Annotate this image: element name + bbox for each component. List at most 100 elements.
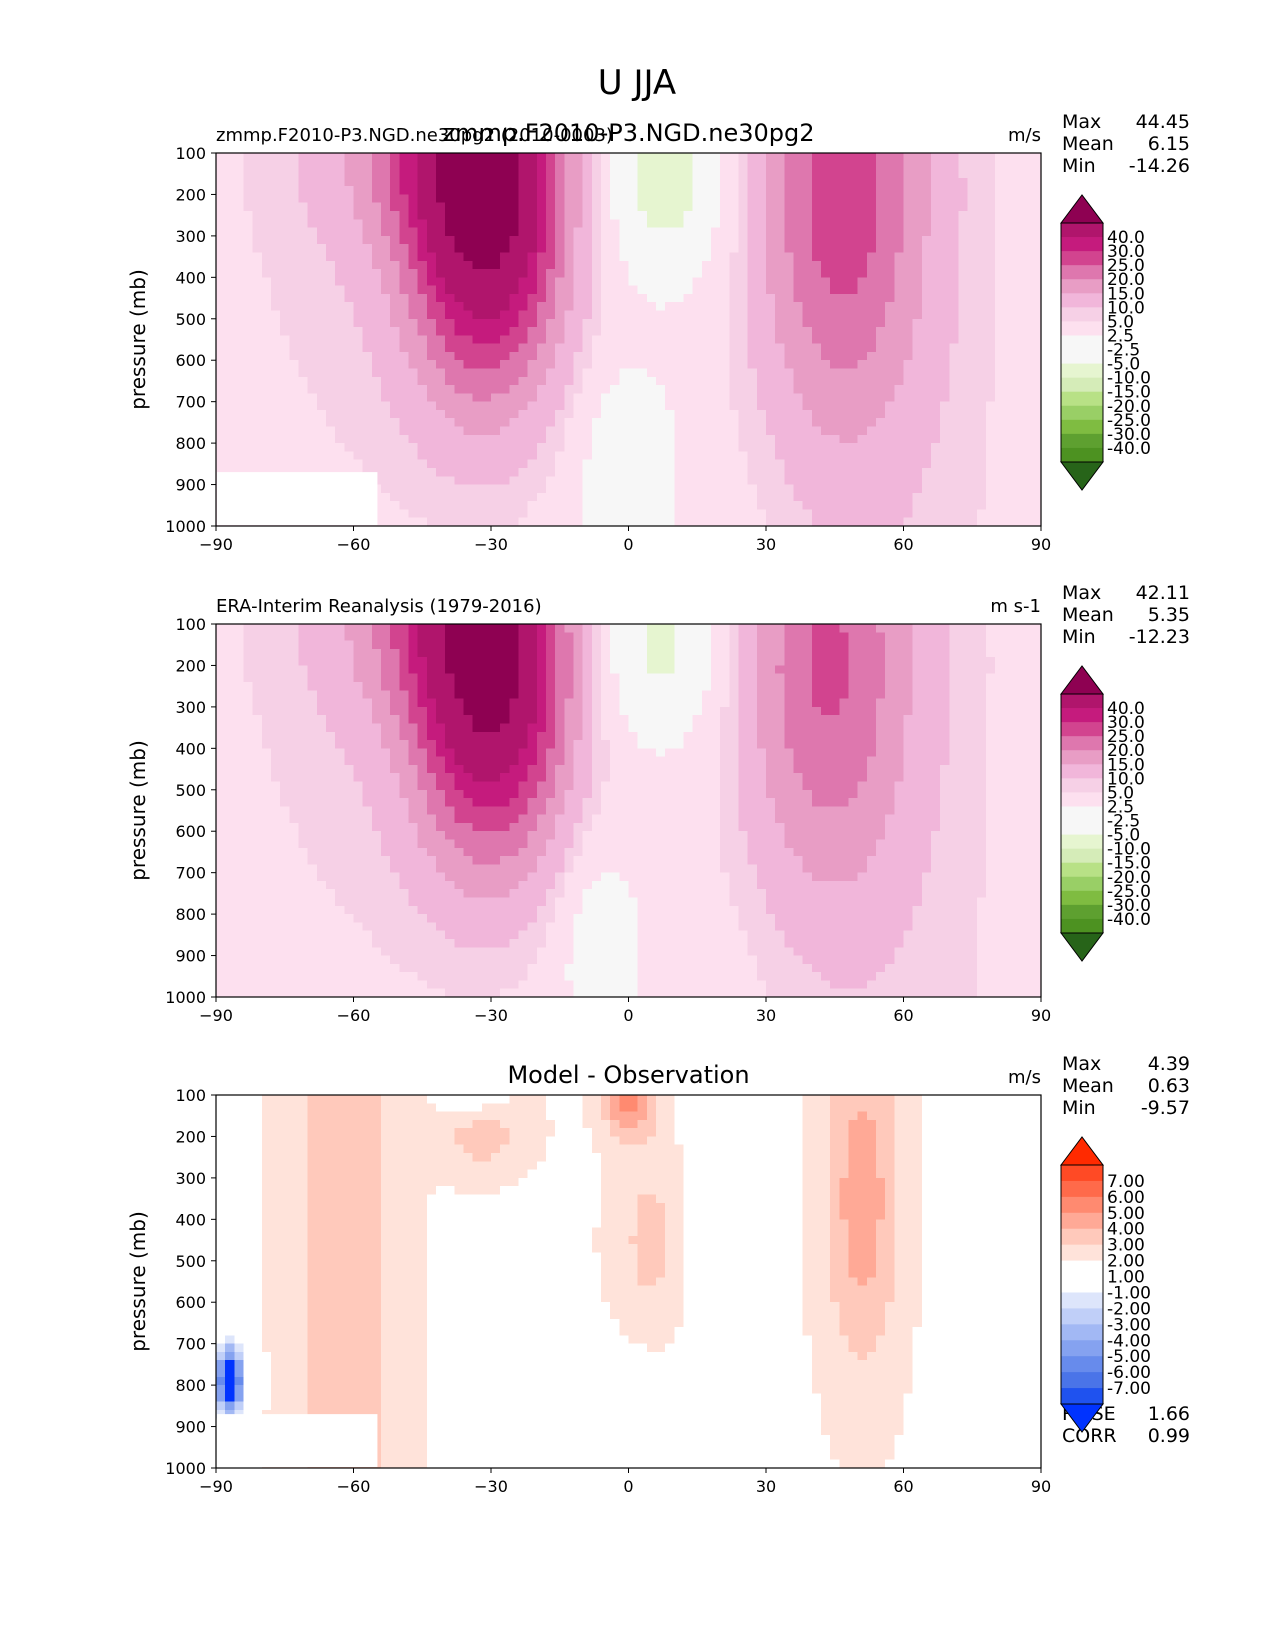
contour-cell: [949, 501, 960, 511]
contour-cell: [216, 293, 226, 303]
contour-cell: [252, 260, 263, 270]
contour-cell: [601, 186, 611, 196]
contour-cell: [784, 368, 795, 378]
contour-cell: [390, 302, 400, 312]
contour-cell: [280, 764, 290, 774]
contour-cell: [481, 161, 492, 171]
contour-cell: [885, 194, 895, 204]
contour-cell: [656, 492, 666, 502]
contour-cell: [738, 211, 749, 220]
contour-cell: [307, 980, 318, 990]
contour-cell: [426, 509, 437, 519]
contour-cell: [784, 252, 795, 262]
contour-cell: [518, 409, 529, 419]
contour-cell: [885, 467, 895, 477]
contour-cell: [646, 376, 657, 386]
contour-cell: [500, 161, 510, 171]
contour-cell: [408, 509, 419, 519]
y-tick-label: 100: [175, 144, 206, 163]
contour-cell: [747, 219, 758, 229]
contour-cell: [821, 227, 831, 237]
contour-cell: [527, 318, 538, 328]
contour-cell: [692, 351, 703, 361]
contour-cell: [894, 277, 905, 287]
contour-cell: [756, 186, 767, 196]
contour-cell: [362, 731, 373, 741]
contour-cell: [738, 260, 749, 270]
contour-cell: [344, 161, 355, 171]
contour-cell: [518, 194, 529, 204]
contour-cell: [674, 293, 685, 303]
contour-cell: [802, 252, 813, 262]
contour-cell: [316, 889, 327, 899]
contour-cell: [316, 302, 327, 312]
contour-cell: [610, 235, 620, 245]
contour-cell: [619, 418, 630, 428]
contour-cell: [775, 401, 785, 411]
contour-cell: [857, 409, 868, 419]
contour-cell: [252, 972, 263, 982]
contour-cell: [555, 244, 565, 254]
contour-cell: [591, 426, 602, 436]
contour-cell: [876, 211, 886, 220]
contour-cell: [234, 401, 245, 411]
contour-cell: [729, 426, 740, 436]
contour-cell: [591, 327, 602, 336]
contour-cell: [445, 443, 455, 452]
contour-cell: [729, 194, 740, 204]
contour-cell: [848, 467, 859, 477]
contour-cell: [582, 211, 593, 220]
contour-cell: [986, 244, 996, 254]
contour-cell: [811, 376, 822, 386]
contour-cell: [344, 194, 355, 204]
contour-cell: [628, 211, 639, 220]
contour-cell: [921, 219, 932, 229]
contour-cell: [701, 252, 712, 262]
contour-cell: [674, 451, 685, 461]
contour-cell: [839, 227, 850, 237]
contour-cell: [472, 277, 483, 287]
contour-cell: [252, 831, 263, 841]
contour-cell: [298, 252, 309, 262]
contour-cell: [426, 451, 437, 461]
contour-cell: [646, 451, 657, 461]
contour-cell: [1031, 252, 1042, 262]
contour-cell: [756, 219, 767, 229]
contour-cell: [399, 418, 410, 428]
contour-cell: [940, 161, 950, 171]
contour-cell: [573, 310, 584, 320]
contour-cell: [216, 781, 226, 791]
contour-cell: [601, 459, 611, 469]
contour-cell: [756, 360, 767, 370]
contour-cell: [289, 153, 300, 162]
contour-cell: [353, 401, 364, 411]
contour-cell: [436, 302, 446, 312]
contour-cell: [298, 847, 309, 857]
contour-cell: [546, 451, 556, 461]
contour-cell: [307, 194, 318, 204]
contour-cell: [307, 368, 318, 378]
contour-cell: [271, 343, 281, 353]
contour-cell: [876, 177, 886, 187]
contour-cell: [500, 219, 510, 229]
contour-cell: [711, 269, 721, 278]
contour-cell: [866, 235, 877, 245]
contour-cell: [848, 451, 859, 461]
contour-cell: [518, 434, 529, 444]
contour-cell: [692, 443, 703, 452]
contour-cell: [298, 963, 309, 973]
contour-cell: [1013, 467, 1024, 477]
contour-cell: [280, 723, 290, 733]
contour-cell: [280, 972, 290, 982]
contour-cell: [665, 517, 675, 527]
contour-cell: [298, 426, 309, 436]
contour-cell: [353, 657, 364, 667]
contour-cell: [353, 814, 364, 824]
contour-cell: [912, 318, 923, 328]
contour-cell: [371, 169, 382, 179]
contour-cell: [298, 698, 309, 708]
contour-cell: [298, 682, 309, 691]
contour-cell: [683, 219, 694, 229]
contour-cell: [711, 376, 721, 386]
contour-cell: [912, 335, 923, 345]
